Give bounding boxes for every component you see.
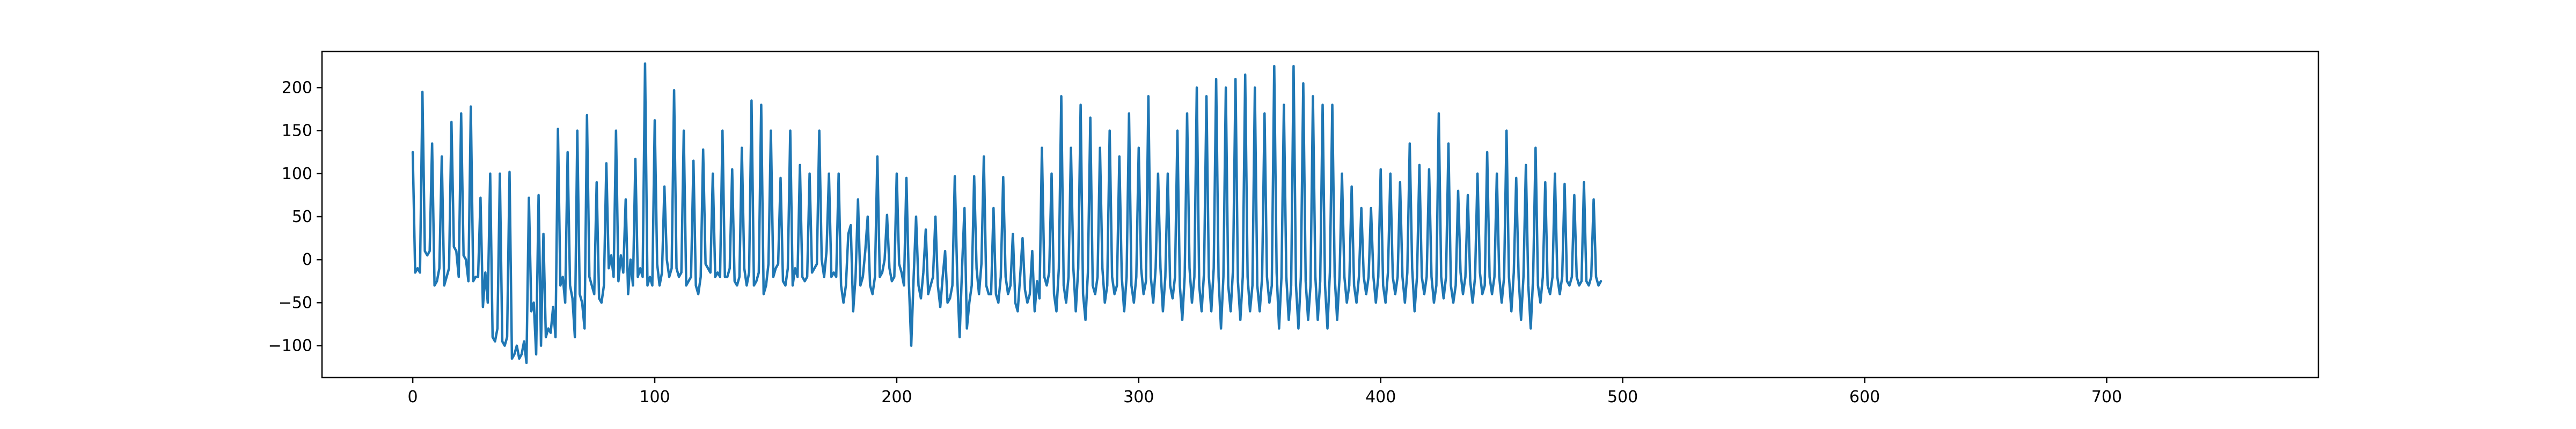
series-line-0 [411,62,1602,364]
x-tick-label: 100 [639,388,670,406]
y-tick-label: 0 [302,250,312,269]
y-tick-label: 150 [282,122,312,140]
y-tick-label: 200 [282,78,312,97]
x-tick-label: 0 [408,388,418,406]
x-axis: 0 100 200 300 400 500 600 700 [408,378,2122,406]
y-tick-label: −100 [268,337,312,356]
y-tick-label: 100 [282,165,312,183]
x-tick-label: 200 [881,388,912,406]
plot-frame [321,50,2319,379]
x-tick-label: 500 [1607,388,1638,406]
x-tick-label: 400 [1365,388,1396,406]
x-tick-label: 700 [2091,388,2122,406]
x-tick-label: 300 [1123,388,1154,406]
y-axis: −100 −50 0 50 100 150 200 [268,78,322,356]
x-tick-label: 600 [1849,388,1880,406]
y-tick-label: −50 [279,293,312,312]
y-tick-label: 50 [292,208,312,226]
series-layer [411,62,1602,364]
